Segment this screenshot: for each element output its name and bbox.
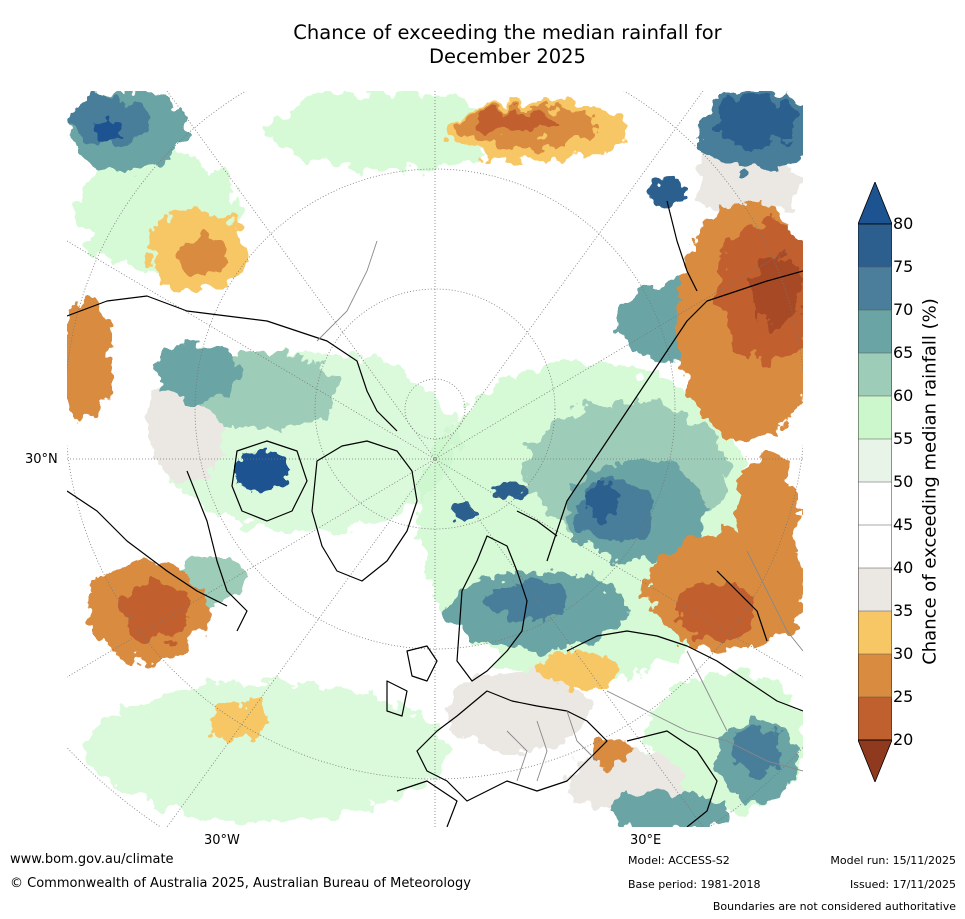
colorbar-band-65-70: [858, 310, 892, 353]
colorbar-band-40-45: [858, 525, 892, 568]
graticule: [67, 91, 803, 827]
colorbar-tick-80: 80: [893, 214, 914, 233]
footer-base-period: Base period: 1981-2018: [628, 878, 761, 891]
footer-copyright: © Commonwealth of Australia 2025, Austra…: [10, 876, 471, 891]
colorbar-over-triangle: [858, 182, 892, 225]
colorbar-band-35-40: [858, 568, 892, 611]
footer-issued: Issued: 17/11/2025: [849, 878, 956, 891]
colorbar-band-70-75: [858, 267, 892, 310]
colorbar-tick-35: 35: [893, 601, 914, 620]
chart-title: Chance of exceeding the median rainfall …: [0, 21, 965, 69]
colorbar-tick-65: 65: [893, 343, 914, 362]
colorbar-title: Chance of exceeding median rainfall (%): [919, 298, 941, 665]
title-line-1: Chance of exceeding the median rainfall …: [293, 21, 722, 44]
colorbar-band-45-50: [858, 482, 892, 525]
colorbar-tick-70: 70: [893, 300, 914, 319]
coastlines: [67, 200, 803, 827]
probability-shading: [67, 91, 803, 827]
title-line-2: December 2025: [429, 45, 586, 68]
footer-model-run: Model run: 15/11/2025: [830, 854, 956, 867]
colorbar-band-55-60: [858, 396, 892, 439]
colorbar-band-60-65: [858, 353, 892, 396]
country-borders: [316, 240, 803, 782]
footer-website: www.bom.gov.au/climate: [10, 852, 174, 867]
colorbar-tick-75: 75: [893, 257, 914, 276]
colorbar-band-25-30: [858, 654, 892, 697]
colorbar-tick-40: 40: [893, 558, 914, 577]
colorbar-band-30-35: [858, 611, 892, 654]
colorbar-band-20-25: [858, 697, 892, 740]
colorbar-tick-60: 60: [893, 386, 914, 405]
colorbar-band-75-80: [858, 224, 892, 267]
lat-30n-label: 30°N: [25, 452, 58, 467]
footer-disclaimer: Boundaries are not considered authoritat…: [712, 900, 956, 913]
colorbar-tick-30: 30: [893, 644, 914, 663]
colorbar-band-50-55: [858, 439, 892, 482]
probability-map: [67, 91, 803, 827]
probability-detail: [93, 121, 687, 521]
colorbar: [858, 182, 892, 782]
colorbar-tick-55: 55: [893, 429, 914, 448]
colorbar-tick-50: 50: [893, 472, 914, 491]
lon-30e-label: 30°E: [630, 833, 662, 848]
colorbar-tick-20: 20: [893, 730, 914, 749]
colorbar-tick-45: 45: [893, 515, 914, 534]
colorbar-tick-25: 25: [893, 687, 914, 706]
footer-model: Model: ACCESS-S2: [628, 854, 730, 867]
lon-30w-label: 30°W: [204, 833, 240, 848]
colorbar-under-triangle: [858, 739, 892, 782]
